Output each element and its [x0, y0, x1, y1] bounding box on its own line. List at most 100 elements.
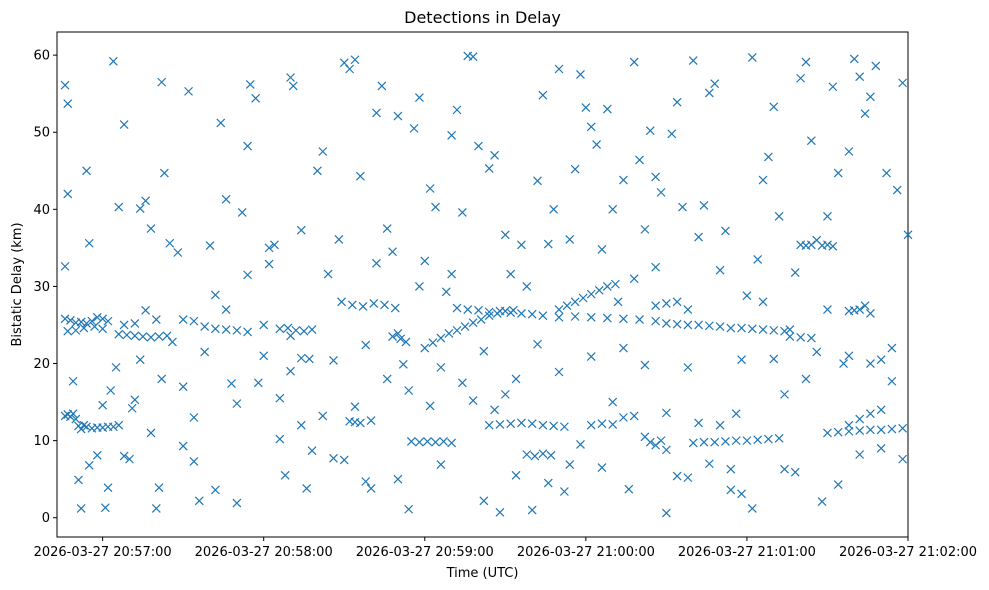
data-point	[597, 244, 607, 254]
data-point	[210, 485, 220, 495]
data-point	[882, 168, 891, 178]
data-point	[823, 211, 832, 221]
data-point	[189, 457, 199, 466]
x-axis: 2026-03-27 20:57:00 2026-03-27 20:58:00 20…	[34, 537, 977, 560]
data-point	[839, 359, 848, 368]
data-point	[694, 418, 704, 428]
data-point	[608, 204, 618, 214]
data-point	[543, 239, 553, 249]
data-point	[76, 317, 86, 327]
y-tick-label: 10	[33, 434, 50, 449]
data-point	[79, 323, 89, 333]
data-point	[597, 419, 607, 429]
data-point	[828, 82, 838, 92]
data-point	[457, 207, 467, 217]
data-point	[737, 323, 746, 333]
data-point	[232, 325, 242, 335]
data-point	[76, 424, 86, 434]
data-point	[715, 265, 725, 275]
data-point	[178, 441, 188, 451]
data-point	[210, 290, 220, 300]
data-point	[619, 343, 628, 353]
data-point	[393, 329, 403, 338]
data-point	[495, 420, 505, 429]
data-point	[243, 270, 253, 280]
data-point	[447, 269, 457, 279]
data-point	[865, 359, 875, 368]
data-point	[565, 234, 575, 244]
data-point	[833, 427, 843, 437]
data-point	[578, 293, 588, 303]
data-point	[661, 298, 671, 308]
data-point	[546, 450, 556, 460]
data-point	[329, 356, 338, 365]
data-point	[63, 99, 73, 109]
data-point	[527, 309, 537, 319]
data-point	[361, 340, 371, 350]
data-point	[737, 355, 746, 365]
data-point	[307, 446, 317, 456]
data-point	[887, 424, 897, 434]
data-point	[65, 315, 75, 325]
data-point	[476, 315, 486, 325]
data-point	[710, 437, 720, 447]
data-point	[71, 414, 81, 424]
data-point	[715, 420, 725, 430]
data-point	[731, 409, 741, 419]
data-point	[594, 285, 604, 295]
data-point	[586, 289, 596, 299]
data-point	[490, 405, 500, 415]
data-point	[898, 78, 908, 88]
data-point	[205, 241, 215, 250]
data-point	[592, 140, 602, 149]
data-point	[774, 211, 784, 221]
data-point	[237, 207, 247, 217]
data-point	[210, 324, 220, 334]
data-point	[264, 243, 274, 253]
data-point	[68, 409, 78, 419]
data-point	[538, 311, 548, 321]
data-point	[479, 496, 489, 506]
data-point	[602, 282, 612, 291]
data-point	[323, 269, 333, 279]
data-point	[619, 175, 628, 185]
data-point	[490, 150, 500, 160]
data-point	[355, 418, 365, 428]
data-point	[436, 362, 446, 372]
data-point	[138, 332, 148, 341]
data-point	[635, 315, 644, 325]
data-point	[189, 413, 199, 422]
data-point	[168, 337, 177, 347]
data-point	[801, 57, 811, 67]
data-point	[651, 301, 661, 311]
data-point	[425, 401, 435, 411]
data-point	[146, 428, 156, 438]
y-tick-label: 40	[33, 203, 50, 218]
data-point	[683, 320, 693, 330]
data-point	[667, 129, 677, 139]
data-point	[380, 300, 389, 310]
data-point	[629, 411, 639, 421]
data-point	[758, 297, 768, 307]
data-point	[398, 359, 408, 369]
data-point	[726, 464, 736, 474]
data-point	[554, 312, 564, 322]
data-point	[865, 425, 875, 435]
data-point	[823, 240, 832, 250]
data-point	[146, 332, 156, 342]
data-point	[517, 418, 526, 428]
data-point	[790, 268, 800, 277]
data-point	[619, 413, 628, 422]
data-point	[318, 147, 328, 156]
data-point	[111, 362, 121, 372]
data-point	[758, 325, 768, 335]
data-point	[288, 81, 298, 91]
x-tick-label: 2026-03-27 20:59:00	[356, 545, 494, 560]
data-point	[506, 269, 516, 279]
data-point	[92, 312, 102, 322]
data-point	[296, 225, 306, 235]
data-point	[559, 487, 569, 496]
data-point	[543, 478, 553, 488]
data-point	[286, 366, 295, 376]
data-point	[87, 316, 97, 326]
